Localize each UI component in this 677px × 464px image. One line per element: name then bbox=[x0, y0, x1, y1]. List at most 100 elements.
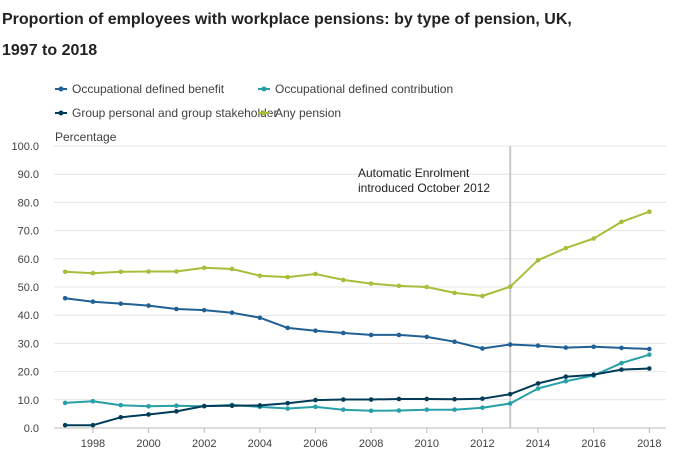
data-point[interactable] bbox=[535, 381, 541, 386]
data-point[interactable] bbox=[285, 274, 290, 280]
data-point[interactable] bbox=[396, 408, 402, 413]
x-tick-label: 2010 bbox=[415, 438, 439, 450]
data-point[interactable] bbox=[396, 396, 402, 402]
data-point[interactable] bbox=[257, 315, 263, 321]
data-point[interactable] bbox=[563, 345, 569, 350]
data-point[interactable] bbox=[368, 332, 374, 338]
data-point[interactable] bbox=[90, 398, 96, 404]
data-point[interactable] bbox=[201, 403, 207, 409]
x-tick-label: 2000 bbox=[136, 438, 160, 450]
legend-swatch-marker bbox=[261, 110, 267, 116]
data-point[interactable] bbox=[257, 403, 263, 408]
data-point[interactable] bbox=[118, 402, 124, 408]
data-point[interactable] bbox=[368, 397, 374, 402]
data-point[interactable] bbox=[619, 367, 624, 372]
data-point[interactable] bbox=[174, 269, 179, 274]
data-point[interactable] bbox=[62, 400, 68, 406]
data-point[interactable] bbox=[341, 407, 346, 412]
data-point[interactable] bbox=[341, 397, 346, 402]
data-point[interactable] bbox=[507, 342, 513, 347]
data-point[interactable] bbox=[507, 284, 513, 290]
data-point[interactable] bbox=[591, 344, 596, 350]
data-point[interactable] bbox=[396, 283, 402, 289]
data-point[interactable] bbox=[285, 400, 290, 406]
data-point[interactable] bbox=[313, 328, 318, 334]
data-point[interactable] bbox=[591, 236, 596, 241]
data-point[interactable] bbox=[313, 404, 318, 410]
data-point[interactable] bbox=[424, 396, 430, 402]
data-point[interactable] bbox=[118, 269, 124, 275]
data-point[interactable] bbox=[146, 303, 151, 308]
data-point[interactable] bbox=[563, 374, 569, 379]
data-point[interactable] bbox=[201, 265, 207, 271]
x-tick-label: 2006 bbox=[303, 438, 327, 450]
data-point[interactable] bbox=[647, 366, 652, 371]
legend-label: Occupational defined benefit bbox=[72, 82, 225, 96]
data-point[interactable] bbox=[424, 284, 430, 290]
data-point[interactable] bbox=[146, 269, 151, 274]
data-point[interactable] bbox=[341, 277, 346, 283]
data-point[interactable] bbox=[90, 270, 96, 276]
data-point[interactable] bbox=[341, 330, 346, 336]
chart-gridlines bbox=[54, 145, 666, 429]
data-point[interactable] bbox=[146, 403, 151, 409]
data-point[interactable] bbox=[591, 372, 596, 378]
data-point[interactable] bbox=[647, 209, 652, 215]
series-line bbox=[65, 210, 650, 297]
data-point[interactable] bbox=[396, 332, 402, 338]
data-point[interactable] bbox=[229, 403, 235, 409]
data-point[interactable] bbox=[118, 414, 124, 420]
data-point[interactable] bbox=[62, 295, 68, 301]
data-point[interactable] bbox=[118, 301, 124, 306]
data-point[interactable] bbox=[507, 401, 513, 406]
data-point[interactable] bbox=[229, 266, 235, 272]
data-point[interactable] bbox=[146, 412, 151, 417]
data-point[interactable] bbox=[174, 403, 179, 409]
data-point[interactable] bbox=[313, 271, 318, 277]
data-point[interactable] bbox=[90, 422, 96, 428]
data-point[interactable] bbox=[480, 293, 485, 299]
data-point[interactable] bbox=[563, 378, 569, 384]
data-point[interactable] bbox=[285, 406, 290, 411]
data-point[interactable] bbox=[507, 391, 513, 397]
data-point[interactable] bbox=[535, 343, 541, 348]
data-point[interactable] bbox=[257, 273, 263, 279]
x-tick-label: 2008 bbox=[359, 438, 383, 450]
data-point[interactable] bbox=[647, 346, 652, 352]
data-point[interactable] bbox=[480, 396, 485, 401]
data-point[interactable] bbox=[535, 386, 541, 391]
data-point[interactable] bbox=[313, 397, 318, 403]
data-point[interactable] bbox=[535, 257, 541, 263]
data-point[interactable] bbox=[480, 346, 485, 351]
data-point[interactable] bbox=[201, 307, 207, 313]
y-tick-label: 80.0 bbox=[18, 197, 39, 209]
data-point[interactable] bbox=[452, 339, 457, 345]
series-line bbox=[65, 353, 650, 412]
y-tick-label: 40.0 bbox=[18, 310, 39, 322]
y-tick-label: 10.0 bbox=[18, 395, 39, 407]
data-point[interactable] bbox=[62, 269, 68, 275]
data-point[interactable] bbox=[452, 407, 457, 412]
x-tick-label: 2002 bbox=[192, 438, 216, 450]
data-point[interactable] bbox=[619, 360, 624, 366]
x-tick-label: 2004 bbox=[248, 438, 272, 450]
data-point[interactable] bbox=[424, 407, 430, 412]
data-point[interactable] bbox=[229, 310, 235, 315]
y-axis-label: Percentage bbox=[55, 130, 117, 144]
data-point[interactable] bbox=[452, 396, 457, 402]
data-point[interactable] bbox=[619, 345, 624, 351]
data-point[interactable] bbox=[368, 281, 374, 286]
data-point[interactable] bbox=[368, 408, 374, 414]
data-point[interactable] bbox=[174, 306, 179, 312]
data-point[interactable] bbox=[62, 422, 68, 428]
data-point[interactable] bbox=[174, 409, 179, 414]
data-point[interactable] bbox=[90, 299, 96, 304]
data-point[interactable] bbox=[619, 219, 624, 225]
data-point[interactable] bbox=[480, 405, 485, 410]
data-point[interactable] bbox=[563, 245, 569, 251]
data-point[interactable] bbox=[285, 325, 290, 331]
data-point[interactable] bbox=[452, 290, 457, 296]
annotation-line-2: introduced October 2012 bbox=[358, 181, 490, 195]
data-point[interactable] bbox=[424, 334, 430, 340]
data-point[interactable] bbox=[647, 352, 652, 357]
